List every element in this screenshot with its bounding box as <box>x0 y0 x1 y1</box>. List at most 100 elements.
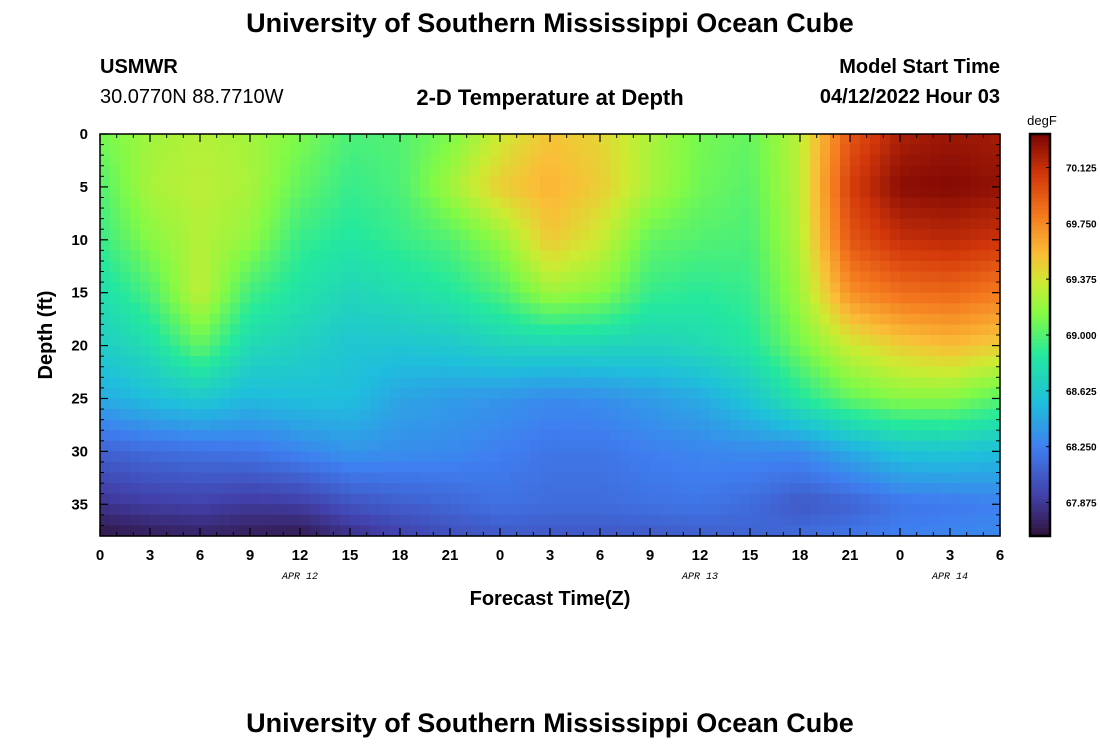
heatmap-cell <box>780 451 791 463</box>
heatmap-cell <box>380 483 391 495</box>
heatmap-cell <box>330 493 341 505</box>
heatmap-cell <box>640 282 651 294</box>
heatmap-cell <box>300 155 311 167</box>
heatmap-cell <box>760 282 771 294</box>
heatmap-cell <box>540 155 551 167</box>
heatmap-cell <box>500 197 511 209</box>
heatmap-cell <box>920 144 931 156</box>
heatmap-cell <box>880 155 891 167</box>
heatmap-cell <box>510 335 521 347</box>
colorbar-tick-label: 68.625 <box>1066 387 1097 398</box>
heatmap-cell <box>380 514 391 527</box>
heatmap-cell <box>850 335 861 347</box>
colorbar-segment <box>1030 138 1050 143</box>
y-tick-label: 10 <box>71 232 88 249</box>
heatmap-cell <box>810 282 821 294</box>
heatmap-cell <box>990 176 1001 188</box>
heatmap-cell <box>420 186 431 199</box>
heatmap-cell <box>550 144 561 156</box>
heatmap-cell <box>260 419 271 431</box>
heatmap-cell <box>120 144 131 156</box>
colorbar-segment <box>1030 226 1050 232</box>
heatmap-cell <box>960 504 971 516</box>
y-tick-label: 35 <box>71 496 88 513</box>
heatmap-cell <box>990 504 1001 516</box>
heatmap-cell <box>880 208 891 220</box>
heatmap-cell <box>910 398 921 410</box>
heatmap-cell <box>230 186 241 199</box>
colorbar-tick-label: 70.125 <box>1066 164 1097 175</box>
heatmap-cell <box>150 260 161 273</box>
heatmap-cell <box>580 176 591 188</box>
heatmap-cell <box>630 144 641 156</box>
heatmap-cell <box>160 239 171 251</box>
heatmap-cell <box>890 144 901 156</box>
colorbar-segment <box>1030 443 1050 449</box>
heatmap-cell <box>960 292 971 304</box>
colorbar-segment <box>1030 302 1050 308</box>
heatmap-cell <box>430 271 441 283</box>
heatmap-cell <box>820 493 831 505</box>
heatmap-cell <box>670 419 681 431</box>
colorbar-segment <box>1030 483 1050 489</box>
heatmap-cell <box>830 313 841 326</box>
colorbar-segment <box>1030 367 1050 372</box>
heatmap-cell <box>970 197 981 209</box>
heatmap-cell <box>270 430 281 442</box>
heatmap-cell <box>460 271 471 283</box>
heatmap-cell <box>170 377 181 389</box>
heatmap-cell <box>800 514 811 527</box>
heatmap-cell <box>630 335 641 347</box>
heatmap-cell <box>460 387 471 400</box>
heatmap-cell <box>360 313 371 326</box>
heatmap-cell <box>850 398 861 410</box>
heatmap-cell <box>650 197 661 209</box>
heatmap-cell <box>970 504 981 516</box>
heatmap-cell <box>870 356 881 368</box>
heatmap-cell <box>170 324 181 336</box>
heatmap-cell <box>180 282 191 294</box>
heatmap-cell <box>640 197 651 209</box>
colorbar-segment <box>1030 150 1050 155</box>
heatmap-cell <box>730 176 741 188</box>
heatmap-cell <box>960 398 971 410</box>
heatmap-cell <box>170 165 181 177</box>
heatmap-cell <box>720 409 731 421</box>
heatmap-cell <box>420 514 431 527</box>
heatmap-cell <box>130 155 141 167</box>
heatmap-cell <box>990 155 1001 167</box>
heatmap-cell <box>850 282 861 294</box>
heatmap-cell <box>300 239 311 251</box>
heatmap-cell <box>990 398 1001 410</box>
heatmap-cell <box>370 514 381 527</box>
heatmap-cell <box>470 387 481 400</box>
heatmap-cell <box>200 197 211 209</box>
heatmap-cell <box>520 366 531 378</box>
heatmap-cell <box>580 239 591 251</box>
heatmap-cell <box>610 525 621 537</box>
heatmap-cell <box>210 514 221 527</box>
heatmap-cell <box>860 451 871 463</box>
heatmap-cell <box>170 451 181 463</box>
heatmap-cell <box>500 409 511 421</box>
heatmap-cell <box>390 208 401 220</box>
heatmap-cell <box>240 387 251 400</box>
heatmap-cell <box>450 430 461 442</box>
heatmap-cell <box>480 260 491 273</box>
heatmap-cell <box>190 239 201 251</box>
heatmap-cell <box>870 345 881 357</box>
heatmap-cell <box>240 218 251 230</box>
heatmap-cell <box>470 345 481 357</box>
heatmap-cell <box>220 335 231 347</box>
heatmap-cell <box>490 208 501 220</box>
heatmap-cell <box>250 324 261 336</box>
heatmap-cell <box>220 409 231 421</box>
heatmap-cell <box>800 144 811 156</box>
heatmap-cell <box>610 282 621 294</box>
heatmap-cell <box>940 282 951 294</box>
heatmap-cell <box>670 525 681 537</box>
heatmap-cell <box>460 472 471 484</box>
heatmap-cell <box>840 356 851 368</box>
heatmap-cell <box>820 134 831 146</box>
heatmap-cell <box>670 504 681 516</box>
